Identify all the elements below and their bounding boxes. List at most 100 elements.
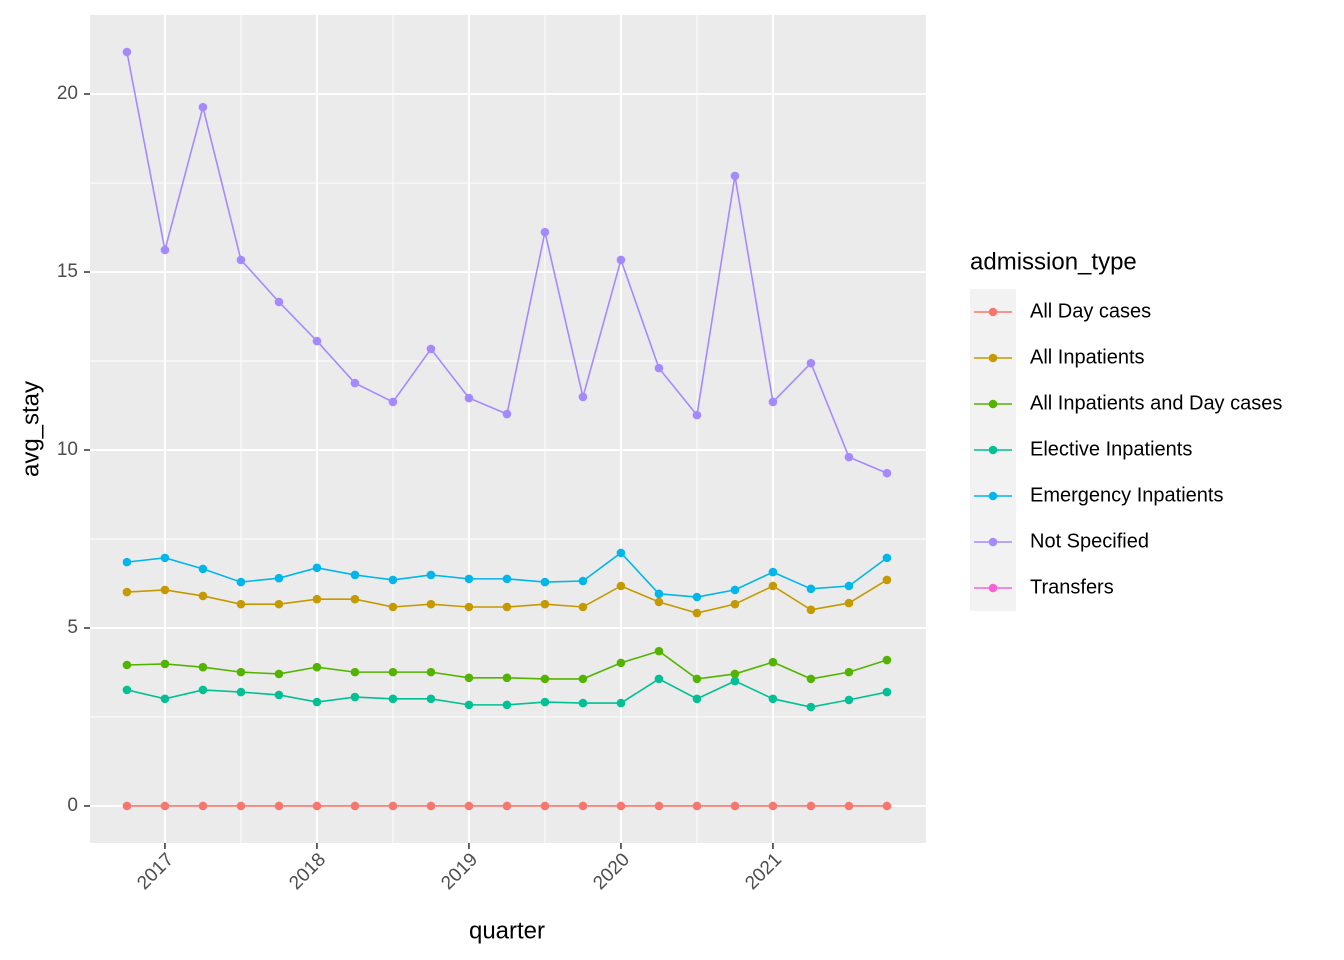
data-point	[312, 801, 322, 811]
data-point	[122, 801, 132, 811]
data-point	[882, 801, 892, 811]
data-point	[426, 667, 436, 677]
data-point	[654, 363, 664, 373]
data-point	[806, 358, 816, 368]
data-point	[616, 801, 626, 811]
data-point	[274, 669, 284, 679]
data-point	[806, 702, 816, 712]
data-point	[198, 102, 208, 112]
data-point	[768, 801, 778, 811]
data-point	[160, 801, 170, 811]
data-point	[806, 801, 816, 811]
y-tick-label: 15	[57, 261, 78, 282]
legend-key-point	[988, 537, 998, 547]
data-point	[806, 605, 816, 615]
data-point	[464, 700, 474, 710]
data-point	[350, 801, 360, 811]
data-point	[198, 685, 208, 695]
data-point	[426, 344, 436, 354]
legend-label: All Inpatients and Day cases	[1030, 392, 1282, 414]
legend-key-point	[988, 353, 998, 363]
data-point	[198, 801, 208, 811]
data-point	[692, 674, 702, 684]
data-point	[502, 700, 512, 710]
data-point	[730, 599, 740, 609]
data-point	[312, 662, 322, 672]
data-point	[730, 585, 740, 595]
data-point	[388, 801, 398, 811]
data-point	[122, 557, 132, 567]
y-tick-label: 10	[57, 439, 78, 460]
data-point	[540, 674, 550, 684]
data-point	[198, 662, 208, 672]
data-point	[616, 658, 626, 668]
data-point	[426, 570, 436, 580]
x-tick-label: 2019	[437, 849, 482, 894]
data-point	[844, 667, 854, 677]
data-point	[350, 594, 360, 604]
data-point	[730, 676, 740, 686]
data-point	[616, 255, 626, 265]
x-tick-label: 2018	[285, 849, 330, 894]
data-point	[464, 801, 474, 811]
data-point	[350, 692, 360, 702]
data-point	[616, 548, 626, 558]
data-point	[274, 690, 284, 700]
data-point	[274, 297, 284, 307]
data-point	[616, 698, 626, 708]
data-point	[122, 587, 132, 597]
data-point	[236, 687, 246, 697]
panel	[90, 15, 926, 843]
data-point	[616, 581, 626, 591]
data-point	[388, 694, 398, 704]
data-point	[654, 597, 664, 607]
legend-label: Not Specified	[1030, 530, 1149, 552]
data-point	[160, 245, 170, 255]
data-point	[464, 574, 474, 584]
data-point	[578, 576, 588, 586]
legend-key-point	[988, 491, 998, 501]
legend-label: All Inpatients	[1030, 346, 1145, 368]
data-point	[540, 801, 550, 811]
data-point	[844, 598, 854, 608]
data-point	[844, 581, 854, 591]
data-point	[882, 655, 892, 665]
data-point	[540, 577, 550, 587]
legend-key-point	[988, 399, 998, 409]
data-point	[502, 574, 512, 584]
legend-label: Transfers	[1030, 576, 1114, 598]
data-point	[312, 563, 322, 573]
data-point	[768, 581, 778, 591]
legend-label: Emergency Inpatients	[1030, 484, 1223, 506]
data-point	[350, 570, 360, 580]
data-point	[730, 801, 740, 811]
data-point	[426, 801, 436, 811]
data-point	[160, 659, 170, 669]
data-point	[654, 589, 664, 599]
data-point	[768, 657, 778, 667]
legend-key-point	[988, 445, 998, 455]
data-point	[236, 255, 246, 265]
y-tick-label: 5	[67, 617, 78, 638]
data-point	[578, 392, 588, 402]
data-point	[388, 667, 398, 677]
legend-key-point	[988, 307, 998, 317]
x-tick-label: 2021	[741, 849, 786, 894]
data-point	[350, 667, 360, 677]
data-point	[692, 410, 702, 420]
data-point	[844, 695, 854, 705]
data-point	[274, 599, 284, 609]
y-tick-label: 0	[67, 795, 78, 816]
data-point	[730, 669, 740, 679]
data-point	[312, 697, 322, 707]
legend-key-point	[988, 583, 998, 593]
data-point	[882, 687, 892, 697]
data-point	[882, 468, 892, 478]
data-point	[540, 697, 550, 707]
data-point	[160, 585, 170, 595]
data-point	[274, 801, 284, 811]
data-point	[578, 698, 588, 708]
data-point	[160, 553, 170, 563]
data-point	[122, 685, 132, 695]
